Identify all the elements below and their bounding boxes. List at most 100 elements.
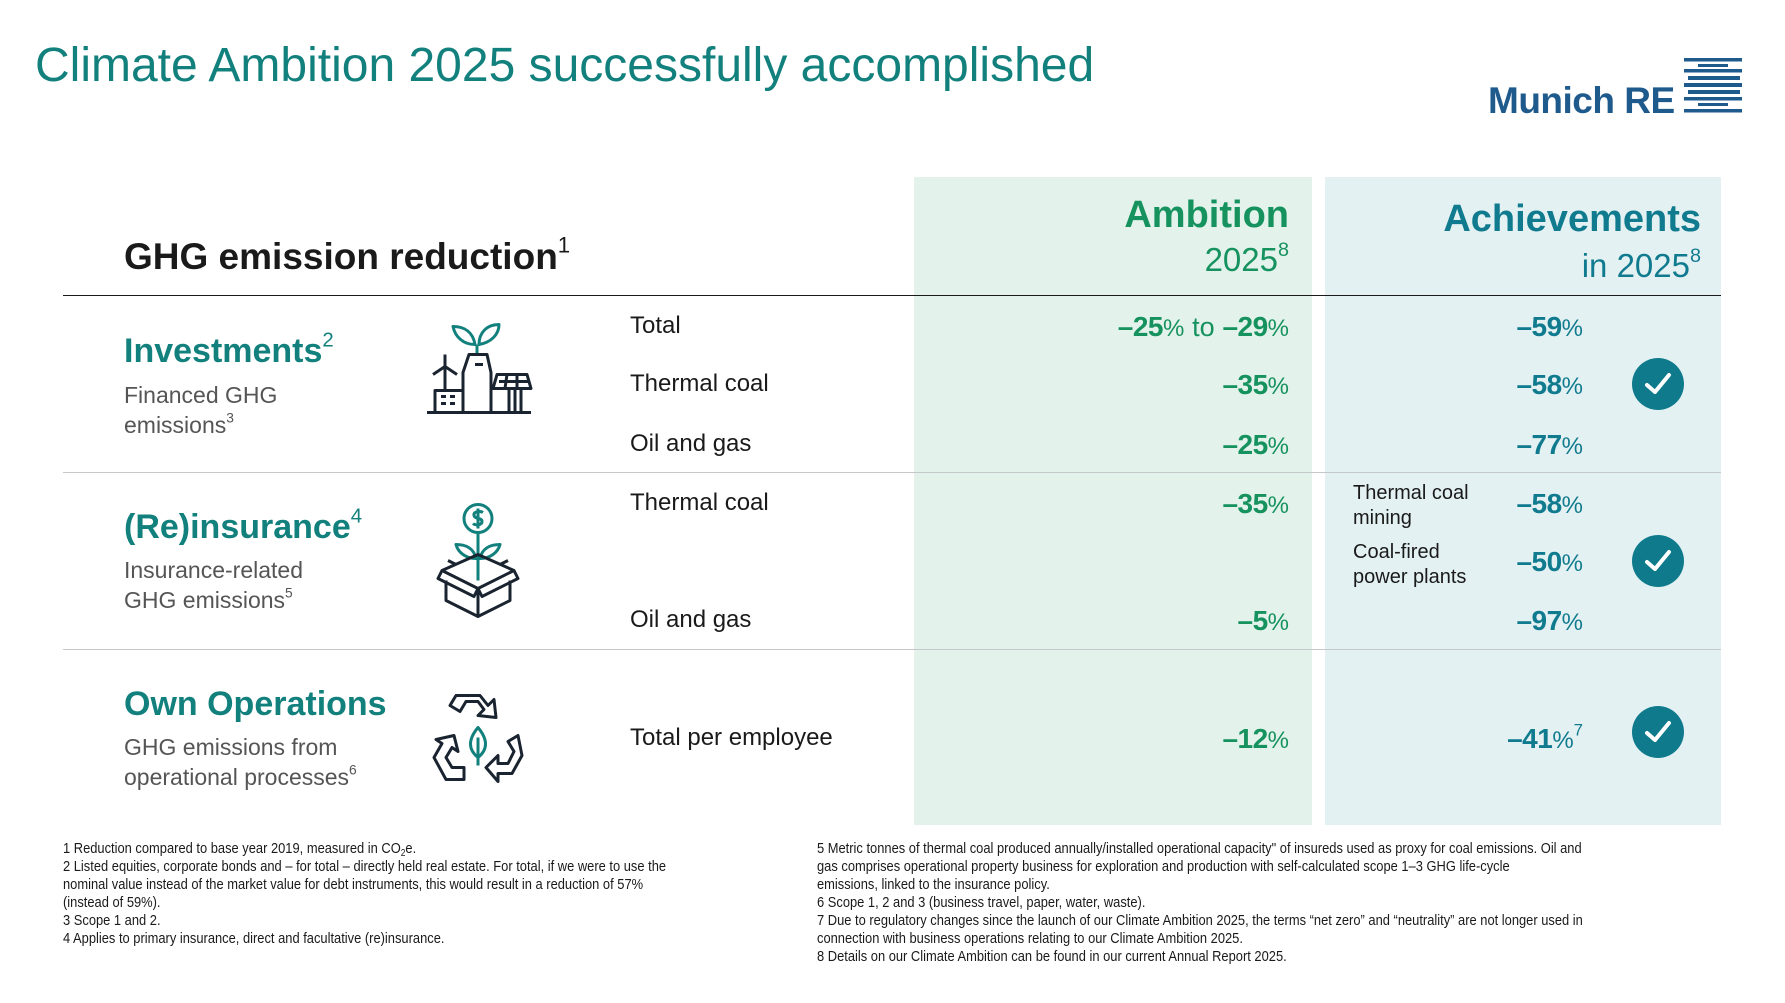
footnote-text: 1 Reduction compared to base year 2019, …	[63, 840, 401, 857]
value-unit: %	[1561, 492, 1583, 519]
value-number: –25	[1117, 311, 1164, 342]
footnote-ref: 5	[285, 585, 293, 601]
subtitle-text: emissions	[124, 412, 227, 438]
achievement-value: –77%	[1516, 429, 1583, 461]
range-connector: to	[1192, 312, 1215, 342]
value-unit: %	[1267, 433, 1289, 460]
section-heading-investments: Investments2	[124, 329, 334, 371]
subtitle-line: emissions3	[124, 410, 277, 440]
footnote: 5 Metric tonnes of thermal coal produced…	[817, 840, 1582, 857]
checkmark-icon	[1632, 535, 1684, 587]
ambition-value: –25%	[1222, 429, 1289, 461]
subtitle-line: operational processes6	[124, 762, 357, 792]
section-subtitle-investments: Financed GHG emissions3	[124, 380, 277, 440]
ambition-value: –35%	[1222, 488, 1289, 520]
footnote: 2 Listed equities, corporate bonds and –…	[63, 858, 667, 875]
value-unit: %	[1561, 609, 1583, 636]
footnote-ref: 4	[350, 505, 363, 528]
achievements-year: in 2025	[1581, 247, 1690, 284]
achievements-column-title: Achievements	[1443, 198, 1701, 240]
achievement-sublabel: Thermal coal mining	[1353, 481, 1469, 531]
checkmark-icon	[1632, 358, 1684, 410]
value-unit: %	[1561, 315, 1583, 342]
footnote: nominal value instead of the market valu…	[63, 876, 644, 893]
footnote: (instead of 59%).	[63, 894, 161, 911]
value-number: –29	[1222, 311, 1268, 342]
row-label: Total	[630, 312, 681, 339]
checkmark-icon	[1632, 706, 1684, 758]
row-label: Oil and gas	[630, 430, 752, 457]
value-unit: %	[1552, 727, 1574, 754]
ambition-value: –35%	[1222, 369, 1289, 401]
footnote-ref: 2	[322, 329, 334, 352]
section-subtitle-own-operations: GHG emissions from operational processes6	[124, 732, 357, 792]
footnote: 8 Details on our Climate Ambition can be…	[817, 948, 1287, 965]
row-label: Total per employee	[630, 724, 833, 751]
subtitle-text: operational processes	[124, 764, 350, 790]
sublabel-line: power plants	[1353, 566, 1467, 588]
subtitle-line: GHG emissions5	[124, 585, 303, 615]
value-number: –5	[1237, 605, 1269, 636]
page-title: Climate Ambition 2025 successfully accom…	[35, 39, 1095, 92]
value-number: –58	[1516, 369, 1562, 400]
footnote-ref: 6	[349, 762, 357, 778]
footnote-ref: 8	[1277, 239, 1289, 262]
achievement-value: –41%7	[1507, 720, 1583, 755]
footnote: gas comprises operational property busin…	[817, 858, 1510, 875]
footnote: 6 Scope 1, 2 and 3 (business travel, pap…	[817, 894, 1146, 911]
value-number: –97	[1516, 605, 1562, 636]
value-unit: %	[1267, 492, 1289, 519]
subtitle-line: GHG emissions from	[124, 734, 338, 760]
achievement-sublabel: Coal-fired power plants	[1353, 540, 1466, 590]
achievement-value: –59%	[1516, 311, 1583, 343]
footnote-ref: 1	[557, 232, 571, 258]
ambition-value: –12%	[1222, 723, 1289, 755]
value-number: –25	[1222, 429, 1268, 460]
value-unit: %	[1267, 315, 1289, 342]
value-number: –35	[1222, 488, 1268, 519]
value-number: –12	[1222, 723, 1268, 754]
factory-plant-solar-icon	[423, 323, 533, 428]
footnotes-right: 5 Metric tonnes of thermal coal produced…	[817, 840, 1785, 966]
sublabel-line: Thermal coal	[1353, 482, 1469, 504]
section-heading-own-operations: Own Operations	[124, 685, 387, 724]
section-heading-reinsurance: (Re)insurance4	[124, 505, 363, 547]
munich-re-logo-text: Munich RE	[1488, 80, 1675, 121]
footnote: emissions, linked to the insurance polic…	[817, 876, 1050, 893]
value-number: –59	[1516, 311, 1562, 342]
value-number: –35	[1222, 369, 1268, 400]
footnote-ref: 8	[1689, 245, 1701, 268]
ambition-column-background	[914, 177, 1312, 825]
value-unit: %	[1267, 373, 1289, 400]
footnote: connection with business operations rela…	[817, 930, 1243, 947]
header-divider	[63, 295, 1721, 296]
value-unit: %	[1163, 315, 1185, 342]
subtitle-line: Financed GHG	[124, 382, 278, 408]
row-divider	[63, 472, 1721, 473]
ambition-value: –25% to –29%	[1118, 311, 1289, 343]
value-number: –41	[1507, 723, 1553, 754]
footnote: 3 Scope 1 and 2.	[63, 912, 161, 929]
section-heading-text: (Re)insurance	[124, 508, 351, 546]
table-heading-text: GHG emission reduction	[124, 236, 558, 277]
value-number: –50	[1516, 546, 1562, 577]
footnote-ref: 7	[1573, 720, 1583, 740]
footnotes-left: 1 Reduction compared to base year 2019, …	[63, 840, 880, 948]
achievement-value: –97%	[1516, 605, 1583, 637]
footnote: 4 Applies to primary insurance, direct a…	[63, 930, 445, 947]
row-label: Thermal coal	[630, 489, 769, 516]
ambition-column-subtitle: 20258	[1204, 239, 1289, 279]
footnote: 7 Due to regulatory changes since the la…	[817, 912, 1583, 929]
recycle-leaf-icon	[428, 688, 528, 789]
ambition-year: 2025	[1204, 241, 1278, 278]
achievement-value: –58%	[1516, 488, 1583, 520]
row-label: Thermal coal	[630, 370, 769, 397]
sublabel-line: Coal-fired	[1353, 541, 1440, 563]
achievements-column-subtitle: in 20258	[1581, 245, 1701, 285]
value-unit: %	[1561, 433, 1583, 460]
achievement-value: –58%	[1516, 369, 1583, 401]
subtitle-line: Insurance-related	[124, 557, 303, 583]
subtitle-text: GHG emissions	[124, 587, 286, 613]
value-unit: %	[1267, 609, 1289, 636]
footnote-ref: 3	[226, 410, 234, 426]
